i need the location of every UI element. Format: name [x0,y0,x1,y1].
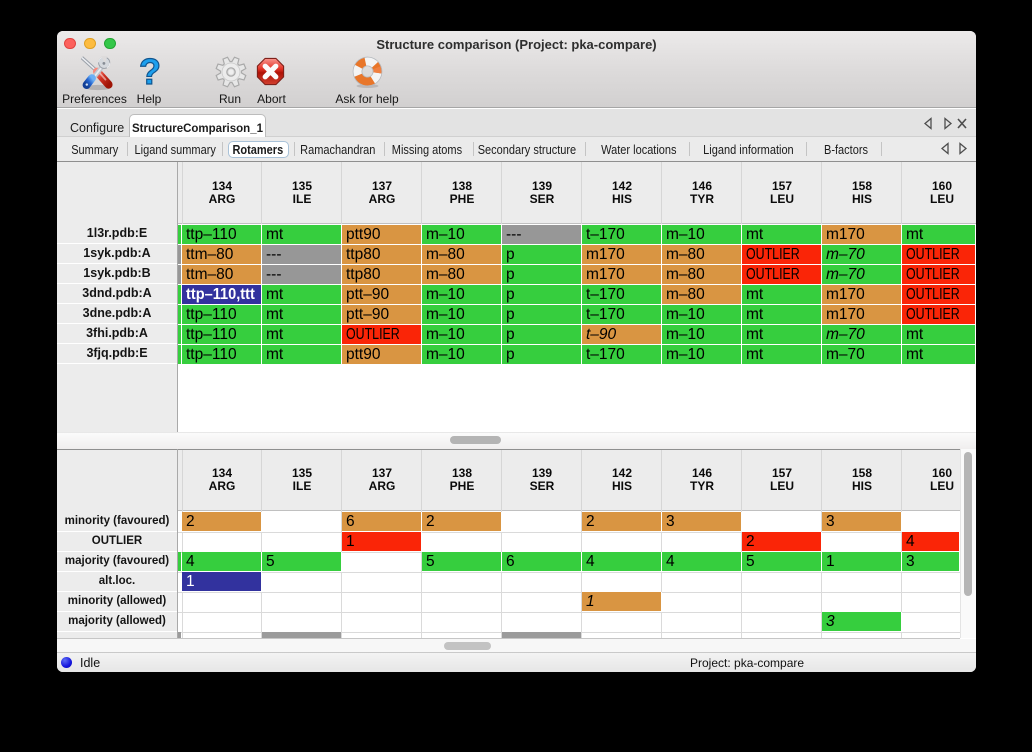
svg-text:?: ? [139,55,161,91]
